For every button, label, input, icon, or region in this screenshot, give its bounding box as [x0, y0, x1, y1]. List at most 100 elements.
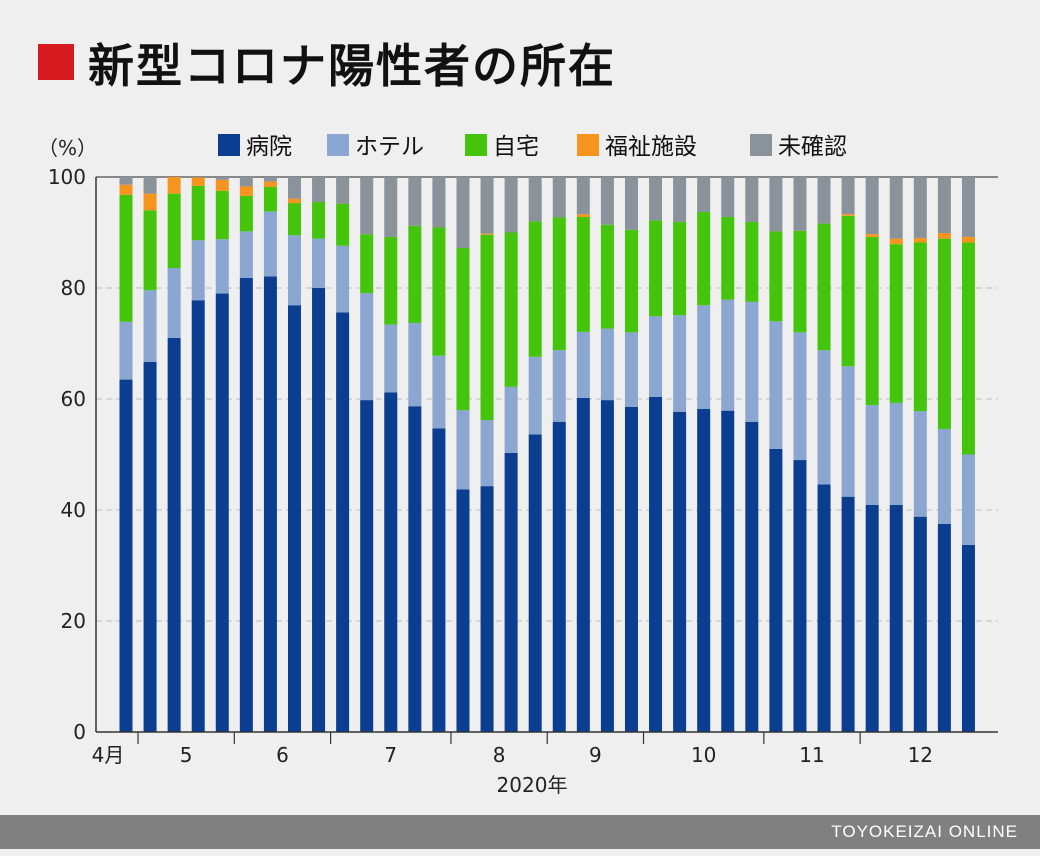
bar-hospital-14 — [456, 489, 470, 732]
bar-hospital-3 — [191, 300, 205, 732]
bar-hospital-31 — [865, 505, 879, 732]
bar-hotel-26 — [745, 301, 759, 422]
footer-bar: TOYOKEIZAI ONLINE — [0, 815, 1040, 849]
bar-facility-31 — [865, 234, 879, 237]
bar-hospital-27 — [769, 448, 783, 732]
bar-hotel-21 — [624, 332, 638, 407]
bar-hospital-35 — [961, 544, 975, 732]
bar-unconfirmed-25 — [721, 177, 735, 217]
bar-hospital-25 — [721, 410, 735, 732]
bar-hospital-34 — [937, 523, 951, 732]
bar-home-14 — [456, 248, 470, 411]
y-tick-0: 0 — [73, 720, 86, 744]
bar-unconfirmed-15 — [480, 177, 494, 234]
bar-unconfirmed-18 — [552, 177, 566, 218]
bar-hospital-32 — [889, 505, 903, 732]
bar-hospital-18 — [552, 421, 566, 732]
bar-hotel-5 — [239, 231, 253, 279]
legend-swatch-hospital — [218, 134, 240, 156]
legend-swatch-hotel — [327, 134, 349, 156]
bar-facility-34 — [937, 233, 951, 239]
bar-hospital-5 — [239, 278, 253, 732]
axes — [95, 177, 998, 744]
bar-hospital-6 — [263, 276, 277, 732]
bar-home-13 — [432, 227, 446, 356]
bar-unconfirmed-30 — [841, 177, 855, 215]
bar-unconfirmed-24 — [697, 177, 711, 212]
bar-unconfirmed-22 — [649, 177, 663, 221]
bar-home-35 — [961, 242, 975, 455]
bar-hotel-23 — [673, 315, 687, 412]
bar-home-10 — [360, 234, 374, 293]
bar-hotel-31 — [865, 405, 879, 506]
bar-hotel-16 — [504, 386, 518, 453]
bar-home-32 — [889, 244, 903, 403]
legend-label-hotel: ホテル — [355, 134, 424, 160]
bar-home-28 — [793, 230, 807, 333]
bar-unconfirmed-7 — [287, 177, 301, 199]
bar-hotel-25 — [721, 299, 735, 411]
bar-hotel-35 — [961, 454, 975, 545]
bar-unconfirmed-10 — [360, 177, 374, 235]
bar-unconfirmed-27 — [769, 177, 783, 232]
bar-facility-33 — [913, 238, 927, 243]
x-tick-labels: 4月 5 6 7 8 9 10 11 12 — [92, 743, 933, 767]
bar-home-30 — [841, 215, 855, 367]
bar-home-17 — [528, 221, 542, 357]
bar-facility-30 — [841, 214, 855, 216]
bar-home-20 — [600, 224, 614, 329]
x-axis-label: 2020年 — [497, 773, 568, 797]
title-mark — [38, 44, 74, 80]
bar-home-9 — [336, 203, 350, 246]
source-credit: TOYOKEIZAI ONLINE — [831, 822, 1018, 841]
bar-unconfirmed-29 — [817, 177, 831, 224]
bar-hospital-0 — [119, 379, 133, 732]
gridlines — [96, 176, 998, 622]
x-tick-month-7: 11 — [799, 743, 824, 767]
bar-facility-6 — [263, 181, 277, 187]
y-unit-label: （%） — [38, 136, 97, 160]
bar-facility-4 — [215, 179, 229, 191]
bar-hotel-7 — [287, 235, 301, 306]
bar-unconfirmed-1 — [143, 177, 157, 194]
bar-home-5 — [239, 195, 253, 232]
y-tick-60: 60 — [61, 387, 86, 411]
bar-hotel-1 — [143, 290, 157, 362]
bar-unconfirmed-21 — [624, 177, 638, 230]
bar-hotel-8 — [312, 238, 326, 288]
bar-facility-2 — [167, 177, 181, 194]
bar-unconfirmed-31 — [865, 177, 879, 235]
bar-hospital-20 — [600, 400, 614, 732]
bar-hospital-33 — [913, 516, 927, 732]
bar-hotel-29 — [817, 350, 831, 485]
bar-home-23 — [673, 221, 687, 316]
legend-label-hospital: 病院 — [246, 134, 292, 160]
bar-unconfirmed-14 — [456, 177, 470, 249]
bar-unconfirmed-4 — [215, 177, 229, 180]
bar-home-19 — [576, 216, 590, 332]
bar-unconfirmed-35 — [961, 177, 975, 237]
x-tick-month-1: 5 — [180, 743, 193, 767]
bar-home-6 — [263, 186, 277, 212]
bar-hospital-11 — [384, 392, 398, 732]
bar-unconfirmed-19 — [576, 177, 590, 215]
chart-title: 新型コロナ陽性者の所在 — [88, 39, 616, 93]
bar-hotel-4 — [215, 239, 229, 294]
bar-unconfirmed-0 — [119, 177, 133, 185]
bar-hotel-12 — [408, 322, 422, 407]
bar-facility-35 — [961, 236, 975, 243]
bar-hospital-16 — [504, 452, 518, 732]
legend: 病院 ホテル 自宅 福祉施設 未確認 — [218, 134, 847, 160]
bar-home-15 — [480, 234, 494, 421]
bar-hospital-28 — [793, 460, 807, 732]
bar-hotel-10 — [360, 292, 374, 401]
bar-unconfirmed-16 — [504, 177, 518, 233]
bar-hospital-13 — [432, 428, 446, 732]
bar-unconfirmed-12 — [408, 177, 422, 226]
bar-facility-7 — [287, 198, 301, 204]
x-tick-month-2: 6 — [276, 743, 289, 767]
bar-unconfirmed-13 — [432, 177, 446, 228]
x-tick-month-8: 12 — [908, 743, 933, 767]
bar-home-33 — [913, 242, 927, 412]
bar-home-22 — [649, 220, 663, 317]
